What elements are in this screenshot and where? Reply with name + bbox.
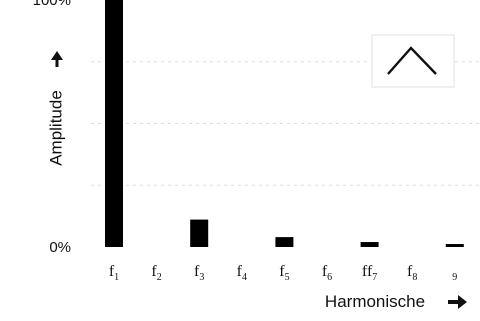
- y-tick-labels: 0% 100%: [33, 0, 71, 256]
- y-tick-label: 0%: [49, 239, 71, 256]
- bars: [105, 0, 464, 247]
- x-tick-label-9: 9: [452, 272, 457, 283]
- arrow-right-icon: [448, 295, 467, 309]
- triangle-wave-icon: [371, 34, 455, 88]
- bar-f1: [105, 0, 123, 247]
- x-axis-label: Harmonische: [325, 292, 425, 311]
- y-axis-label: Amplitude: [46, 90, 65, 166]
- y-tick-label: 100%: [33, 0, 71, 9]
- x-tick-label-f2: f2: [151, 263, 161, 283]
- x-category-labels: f1 f2 f3 f4 f5 f6 ff7 f8 9: [109, 263, 457, 283]
- x-tick-label-f6: f6: [322, 263, 332, 283]
- x-tick-label-f3: f3: [194, 263, 204, 283]
- bar-f5: [275, 237, 294, 247]
- bar-ff7: [360, 242, 379, 247]
- x-tick-label-f8: f8: [407, 263, 417, 283]
- x-tick-label-f4: f4: [237, 263, 247, 283]
- x-tick-label-ff7: ff7: [362, 263, 377, 283]
- x-tick-label-f1: f1: [109, 263, 119, 283]
- y-axis-label-group: Amplitude: [46, 51, 65, 166]
- arrow-up-icon: [51, 51, 63, 67]
- bar-f3: [190, 219, 209, 247]
- bar-9: [445, 244, 464, 247]
- x-tick-label-f5: f5: [279, 263, 289, 283]
